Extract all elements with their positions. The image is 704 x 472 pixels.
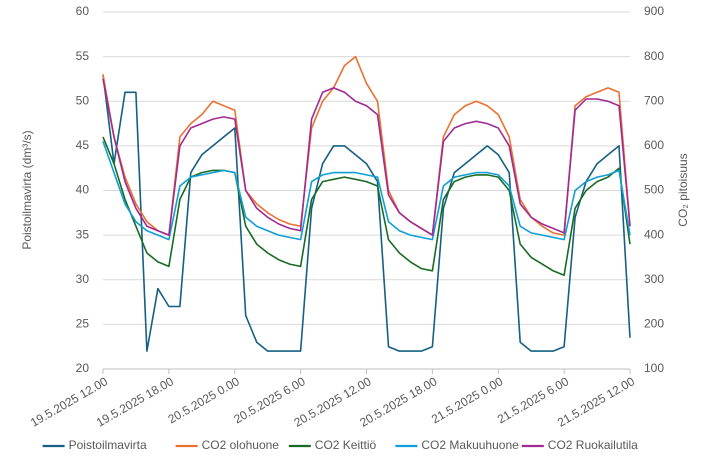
y-tick-label: 30 (76, 272, 90, 286)
y-tick-label: 40 (76, 183, 90, 197)
y2-axis-title: CO₂ pitoisuus (676, 153, 690, 226)
y-tick-label: 20 (76, 361, 90, 375)
legend-label: CO2 Makuuhuone (421, 438, 519, 452)
y2-tick-label: 400 (644, 227, 664, 241)
series-line (102, 136, 631, 277)
y-tick-label: 50 (76, 93, 90, 107)
y2-tick-label: 300 (644, 272, 664, 286)
legend-label: CO2 olohuone (202, 438, 280, 452)
y2-tick-label: 900 (644, 4, 664, 18)
y-tick-label: 55 (76, 49, 90, 63)
x-tick-label: 20.5.2025 0.00 (165, 374, 242, 426)
y-tick-label: 45 (76, 138, 90, 152)
y-tick-label: 25 (76, 317, 90, 331)
series-line (102, 74, 631, 352)
y2-tick-label: 600 (644, 138, 664, 152)
y-tick-label: 60 (76, 4, 90, 18)
series-line (102, 141, 631, 241)
series-line (102, 55, 631, 236)
legend-label: CO2 Ruokailutila (548, 438, 638, 452)
y2-tick-label: 800 (644, 49, 664, 63)
y2-tick-label: 700 (644, 93, 664, 107)
y-tick-label: 35 (76, 227, 90, 241)
x-tick-label: 21.5.2025 0.00 (429, 374, 506, 426)
y-axis-title: Poistoilmavirta (dm³/s) (20, 130, 34, 249)
y2-tick-label: 200 (644, 317, 664, 331)
y2-tick-label: 100 (644, 361, 664, 375)
series-line (102, 78, 631, 236)
y2-tick-label: 500 (644, 183, 664, 197)
legend-label: Poistoilmavirta (69, 438, 147, 452)
legend-label: CO2 Keittiö (315, 438, 377, 452)
